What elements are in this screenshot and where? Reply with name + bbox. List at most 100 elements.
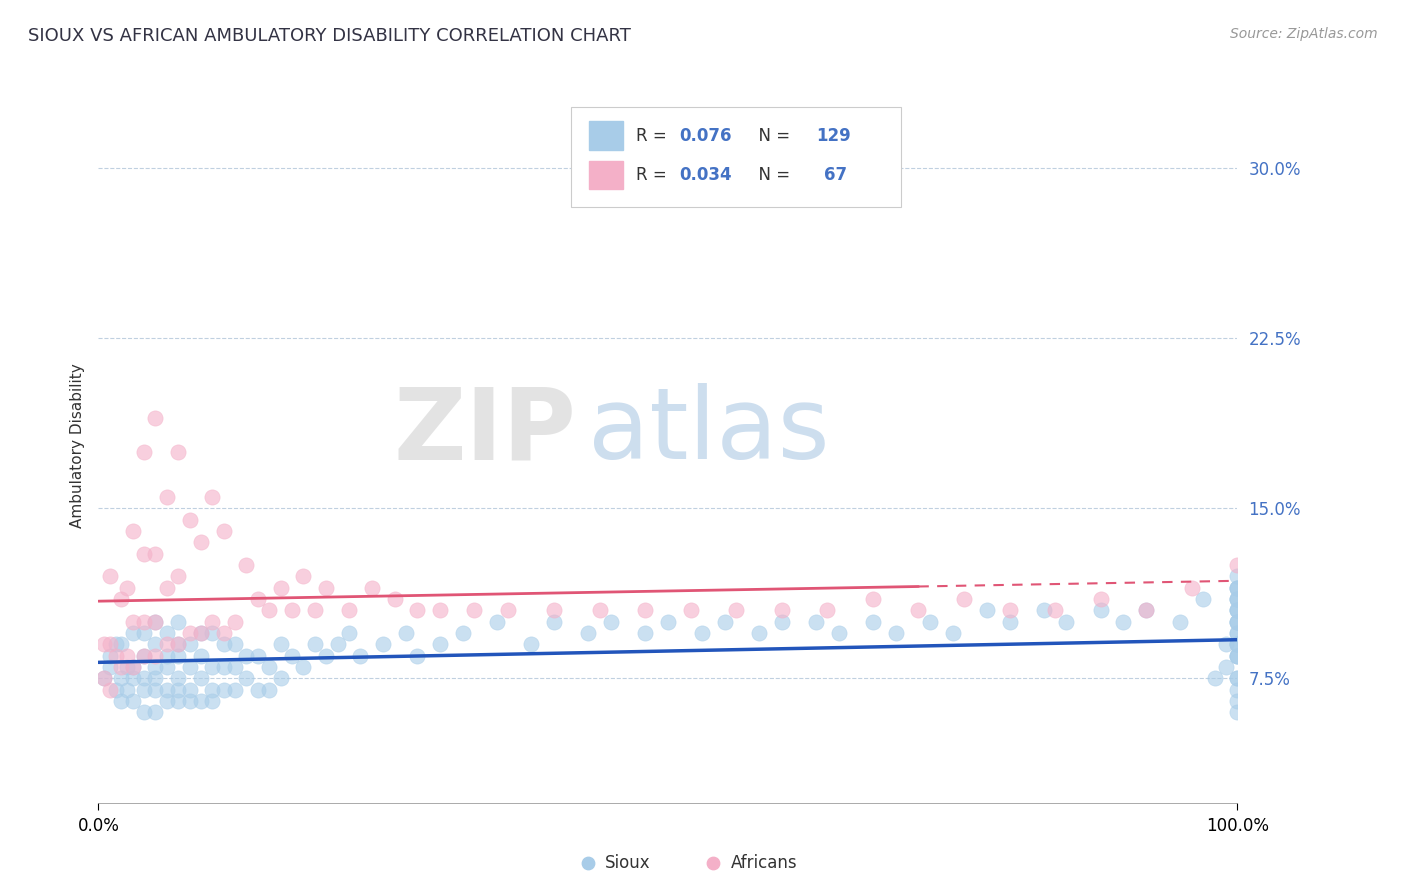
Point [224,682,246,697]
Point [770,615,793,629]
Point [201,626,224,640]
Point [862,615,884,629]
Point [281,648,304,663]
Point [132,705,155,719]
Point [1226,581,1249,595]
Text: Source: ZipAtlas.com: Source: ZipAtlas.com [1230,27,1378,41]
Point [145,671,167,685]
Point [98,682,121,697]
Y-axis label: Ambulatory Disability: Ambulatory Disability [69,364,84,528]
Point [1226,637,1249,651]
Point [179,626,201,640]
Text: 0.076: 0.076 [679,127,731,145]
Point [520,637,543,651]
Point [167,682,190,697]
Point [463,603,485,617]
Point [115,648,138,663]
Point [725,603,748,617]
Point [110,660,132,674]
Point [1226,603,1249,617]
Point [543,603,565,617]
Point [201,490,224,504]
Point [1226,671,1249,685]
Text: SIOUX VS AFRICAN AMBULATORY DISABILITY CORRELATION CHART: SIOUX VS AFRICAN AMBULATORY DISABILITY C… [28,27,631,45]
Point [156,648,179,663]
Point [145,410,167,425]
Point [690,626,713,640]
Text: atlas: atlas [588,384,830,480]
Point [190,626,212,640]
Point [1054,615,1078,629]
Point [212,637,235,651]
Point [1215,660,1237,674]
Point [281,603,304,617]
Point [156,682,179,697]
Point [121,694,143,708]
Point [212,682,235,697]
Point [104,648,127,663]
Point [145,705,167,719]
Point [145,660,167,674]
Point [132,444,155,458]
Point [190,694,212,708]
Point [121,671,143,685]
Point [406,603,429,617]
Point [907,603,929,617]
Point [115,660,138,674]
Point [304,637,326,651]
Point [600,615,623,629]
Point [1135,603,1157,617]
Point [337,603,360,617]
Point [121,626,143,640]
Point [815,603,838,617]
Point [246,648,269,663]
Point [224,660,246,674]
Point [98,660,121,674]
Point [167,694,190,708]
Point [748,626,770,640]
Point [1112,615,1135,629]
Point [918,615,941,629]
Point [167,648,190,663]
Point [360,581,382,595]
Point [804,615,827,629]
Point [1090,591,1112,606]
Point [212,660,235,674]
Point [1032,603,1054,617]
Point [145,615,167,629]
Point [1226,648,1249,663]
Point [212,524,235,538]
Text: 129: 129 [815,127,851,145]
Point [246,682,269,697]
Point [121,524,143,538]
Point [156,660,179,674]
Point [156,581,179,595]
Point [93,637,115,651]
Point [179,694,201,708]
Point [976,603,998,617]
Point [1135,603,1157,617]
Point [1226,581,1249,595]
Point [156,637,179,651]
Point [543,615,565,629]
Point [1204,671,1226,685]
Point [1226,569,1249,583]
Point [132,648,155,663]
FancyBboxPatch shape [571,107,901,207]
Text: R =: R = [636,166,672,184]
Text: 67: 67 [824,166,846,184]
Text: N =: N = [748,166,794,184]
Point [110,637,132,651]
Point [576,626,599,640]
Point [132,671,155,685]
Point [156,490,179,504]
Point [1226,591,1249,606]
Point [132,648,155,663]
Point [156,694,179,708]
Point [326,637,349,651]
Point [406,648,429,663]
Point [190,671,212,685]
Point [121,615,143,629]
Point [167,637,190,651]
Point [98,648,121,663]
